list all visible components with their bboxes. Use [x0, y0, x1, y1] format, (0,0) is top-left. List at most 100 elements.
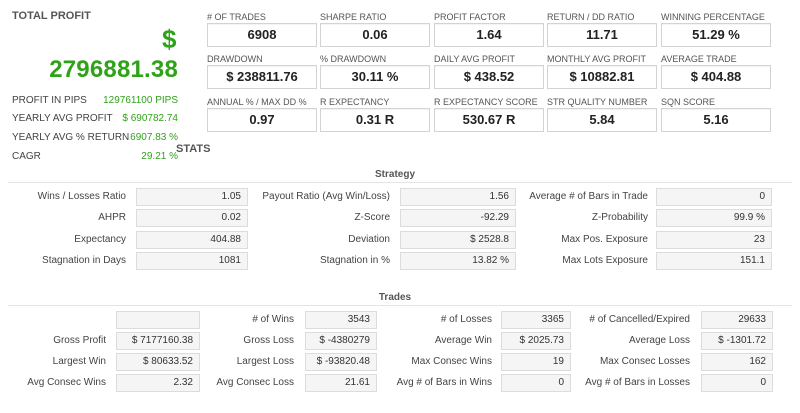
- summary-label: CAGR: [12, 151, 41, 162]
- kpi-value: 0.31 R: [320, 108, 430, 132]
- stat-label: Max Lots Exposure: [562, 255, 648, 266]
- stat-label: Max Consec Wins: [411, 356, 492, 367]
- stat-label: # of Wins: [252, 314, 294, 325]
- stat-label: Gross Loss: [243, 335, 294, 346]
- stat-value: 0: [701, 374, 773, 392]
- kpi-monthly-avg-profit: MONTHLY AVG PROFIT $ 10882.81: [547, 53, 657, 89]
- stat-value: 99.9 %: [656, 209, 772, 227]
- stat-value: 19: [501, 353, 571, 371]
- summary-value: 129761100 PIPS: [103, 95, 178, 106]
- kpi-winning-percentage: WINNING PERCENTAGE 51.29 %: [661, 11, 771, 47]
- total-profit-title: TOTAL PROFIT: [12, 10, 91, 22]
- stat-label: # of Losses: [440, 314, 492, 325]
- summary-value: $ 690782.74: [122, 113, 178, 124]
- stat-label: Wins / Losses Ratio: [37, 191, 126, 202]
- stat-value: 1.05: [136, 188, 248, 206]
- stat-label: Max Pos. Exposure: [561, 234, 648, 245]
- summary-value: 6907.83 %: [130, 132, 178, 143]
- stat-value: 0: [656, 188, 772, 206]
- kpi-label: WINNING PERCENTAGE: [661, 12, 765, 22]
- total-profit-panel: TOTAL PROFIT $ 2796881.38 PROFIT IN PIPS…: [12, 10, 178, 162]
- stat-value: 3543: [305, 311, 377, 329]
- stat-label: Max Consec Losses: [599, 356, 690, 367]
- cagr-row: CAGR 29.21 %: [12, 151, 178, 165]
- kpi-return-dd-ratio: RETURN / DD RATIO 11.71: [547, 11, 657, 47]
- profit-in-pips-row: PROFIT IN PIPS 129761100 PIPS: [12, 95, 178, 109]
- stat-value: 1.56: [400, 188, 516, 206]
- summary-label: PROFIT IN PIPS: [12, 95, 87, 106]
- stat-value: $ -4380279: [305, 332, 377, 350]
- kpi-value: $ 10882.81: [547, 65, 657, 89]
- strategy-divider: [8, 182, 792, 183]
- stat-value: -92.29: [400, 209, 516, 227]
- kpi-label: RETURN / DD RATIO: [547, 12, 635, 22]
- stat-label: Largest Win: [52, 356, 106, 367]
- kpi-r-expectancy: R EXPECTANCY 0.31 R: [320, 96, 430, 132]
- kpi-sqn-score: SQN SCORE 5.16: [661, 96, 771, 132]
- stat-value: 1081: [136, 252, 248, 270]
- stat-value: 0.02: [136, 209, 248, 227]
- stat-label: Z-Score: [354, 212, 390, 223]
- stat-value: $ -93820.48: [305, 353, 377, 371]
- kpi-annual-max-dd: ANNUAL % / MAX DD % 0.97: [207, 96, 317, 132]
- kpi-str-quality-number: STR QUALITY NUMBER 5.84: [547, 96, 657, 132]
- kpi-value: $ 404.88: [661, 65, 771, 89]
- stat-label: Avg # of Bars in Losses: [585, 377, 690, 388]
- kpi-average-trade: AVERAGE TRADE $ 404.88: [661, 53, 771, 89]
- total-profit-value: 2796881.38: [49, 56, 178, 83]
- strategy-heading: Strategy: [374, 169, 415, 180]
- kpi-label: SQN SCORE: [661, 97, 716, 107]
- kpi-r-expectancy-score: R EXPECTANCY SCORE 530.67 R: [434, 96, 544, 132]
- kpi-trades: # OF TRADES 6908: [207, 11, 317, 47]
- stat-label: Average # of Bars in Trade: [529, 191, 648, 202]
- kpi-value: 530.67 R: [434, 108, 544, 132]
- stat-value: 21.61: [305, 374, 377, 392]
- stat-value: $ -1301.72: [701, 332, 773, 350]
- kpi-value: 1.64: [434, 23, 544, 47]
- stat-value: $ 2025.73: [501, 332, 571, 350]
- kpi-value: 0.06: [320, 23, 430, 47]
- kpi-value: 0.97: [207, 108, 317, 132]
- stat-value: 29633: [701, 311, 773, 329]
- stat-label: Avg Consec Loss: [216, 377, 294, 388]
- summary-label: YEARLY AVG % RETURN: [12, 132, 130, 143]
- stat-label: # of Cancelled/Expired: [589, 314, 690, 325]
- stat-value: 0: [501, 374, 571, 392]
- stat-label: Payout Ratio (Avg Win/Loss): [262, 191, 390, 202]
- kpi-value: 30.11 %: [320, 65, 430, 89]
- summary-value: 29.21 %: [141, 151, 178, 162]
- stat-label: Average Win: [434, 335, 492, 346]
- stat-value: 404.88: [136, 231, 248, 249]
- kpi-value: 5.16: [661, 108, 771, 132]
- kpi-label: R EXPECTANCY: [320, 97, 390, 107]
- stat-label: Gross Profit: [53, 335, 106, 346]
- kpi-label: SHARPE RATIO: [320, 12, 387, 22]
- stat-label: Largest Loss: [236, 356, 294, 367]
- kpi-percent-drawdown: % DRAWDOWN 30.11 %: [320, 53, 430, 89]
- kpi-value: $ 438.52: [434, 65, 544, 89]
- stat-value: 13.82 %: [400, 252, 516, 270]
- yearly-avg-profit-row: YEARLY AVG PROFIT $ 690782.74: [12, 113, 178, 127]
- kpi-value: $ 238811.76: [207, 65, 317, 89]
- currency-symbol: $: [162, 24, 177, 54]
- kpi-label: % DRAWDOWN: [320, 54, 387, 64]
- kpi-label: R EXPECTANCY SCORE: [434, 97, 538, 107]
- yearly-avg-return-row: YEARLY AVG % RETURN 6907.83 %: [12, 132, 178, 146]
- stat-label: Stagnation in %: [319, 255, 390, 266]
- stat-value: 2.32: [116, 374, 200, 392]
- summary-label: YEARLY AVG PROFIT: [12, 113, 113, 124]
- stat-label: [4, 311, 106, 329]
- kpi-label: # OF TRADES: [207, 12, 266, 22]
- stat-value: $ 2528.8: [400, 231, 516, 249]
- stat-value: 23: [656, 231, 772, 249]
- stat-label: Stagnation in Days: [42, 255, 126, 266]
- stat-label: Avg Consec Wins: [27, 377, 106, 388]
- stat-value: 162: [701, 353, 773, 371]
- kpi-profit-factor: PROFIT FACTOR 1.64: [434, 11, 544, 47]
- trades-divider: [8, 305, 792, 306]
- stat-value: [116, 311, 200, 329]
- kpi-daily-avg-profit: DAILY AVG PROFIT $ 438.52: [434, 53, 544, 89]
- stat-value: $ 80633.52: [116, 353, 200, 371]
- stat-label: AHPR: [98, 212, 126, 223]
- stat-value: 3365: [501, 311, 571, 329]
